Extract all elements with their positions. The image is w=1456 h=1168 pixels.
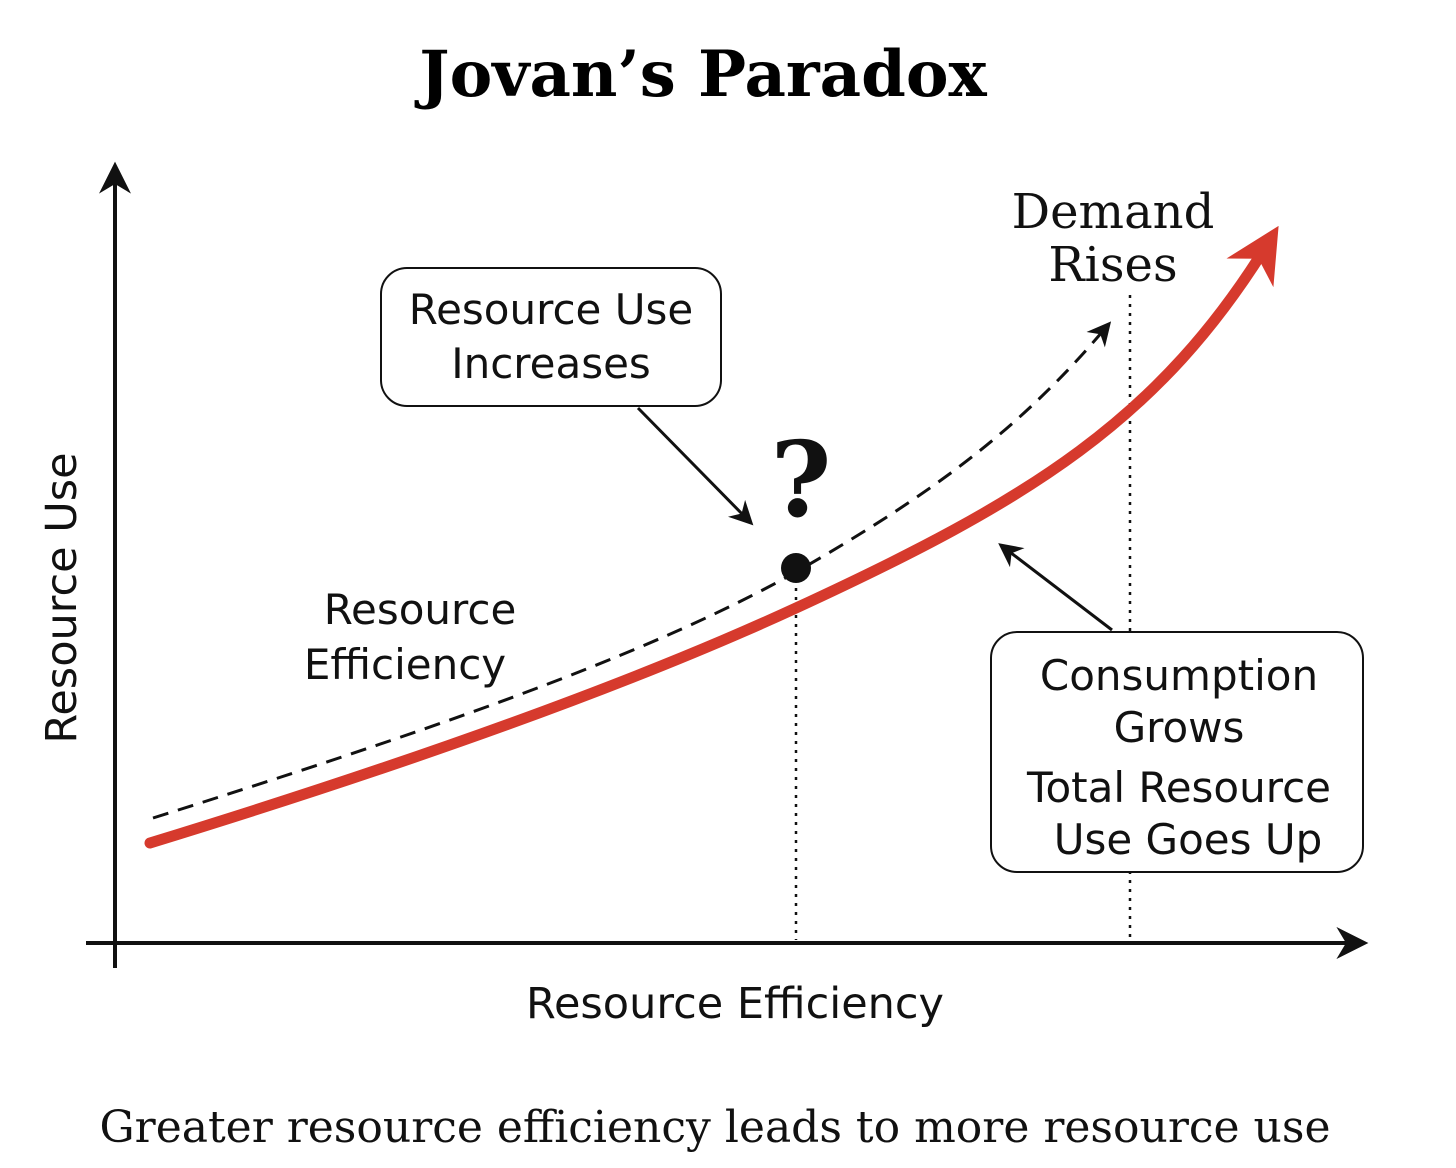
x-axis-label: Resource Efficiency	[526, 979, 944, 1029]
callout-line-2: Increases	[451, 339, 651, 388]
consumption-pointer-arrow	[998, 543, 1113, 632]
callout-box	[380, 267, 722, 407]
demand-rises-line-2: Rises	[1048, 237, 1177, 293]
resource-efficiency-line-2: Efficiency	[304, 640, 506, 689]
total-resource-line-1: Total Resource	[1026, 763, 1331, 812]
y-axis-label: Resource Use	[37, 452, 87, 743]
dashed-resource-use-curve	[152, 321, 1112, 820]
total-resource-line-2: Use Goes Up	[1054, 815, 1323, 864]
consumption-curve	[144, 225, 1279, 849]
callout-pointer-arrow	[636, 406, 754, 526]
midpoint-dot	[781, 553, 811, 583]
resource-efficiency-line-1: Resource	[324, 585, 517, 634]
consumption-line-1: Consumption	[1040, 651, 1318, 700]
resource-efficiency-label: Resource Efficiency	[304, 585, 516, 689]
demand-rises-line-1: Demand	[1012, 184, 1215, 240]
consumption-line-2: Grows	[1114, 703, 1245, 752]
demand-rises-label: Demand Rises	[1012, 184, 1215, 293]
question-mark: ?	[771, 418, 832, 541]
consumption-box	[990, 631, 1364, 873]
diagram-caption: Greater resource efficiency leads to mor…	[100, 1102, 1331, 1153]
resource-use-increases-callout: Resource Use Increases	[380, 267, 722, 407]
callout-line-1: Resource Use	[409, 285, 693, 334]
diagram-title: Jovan’s Paradox	[414, 37, 987, 112]
consumption-grows-callout: Consumption Grows Total Resource Use Goe…	[990, 631, 1364, 873]
